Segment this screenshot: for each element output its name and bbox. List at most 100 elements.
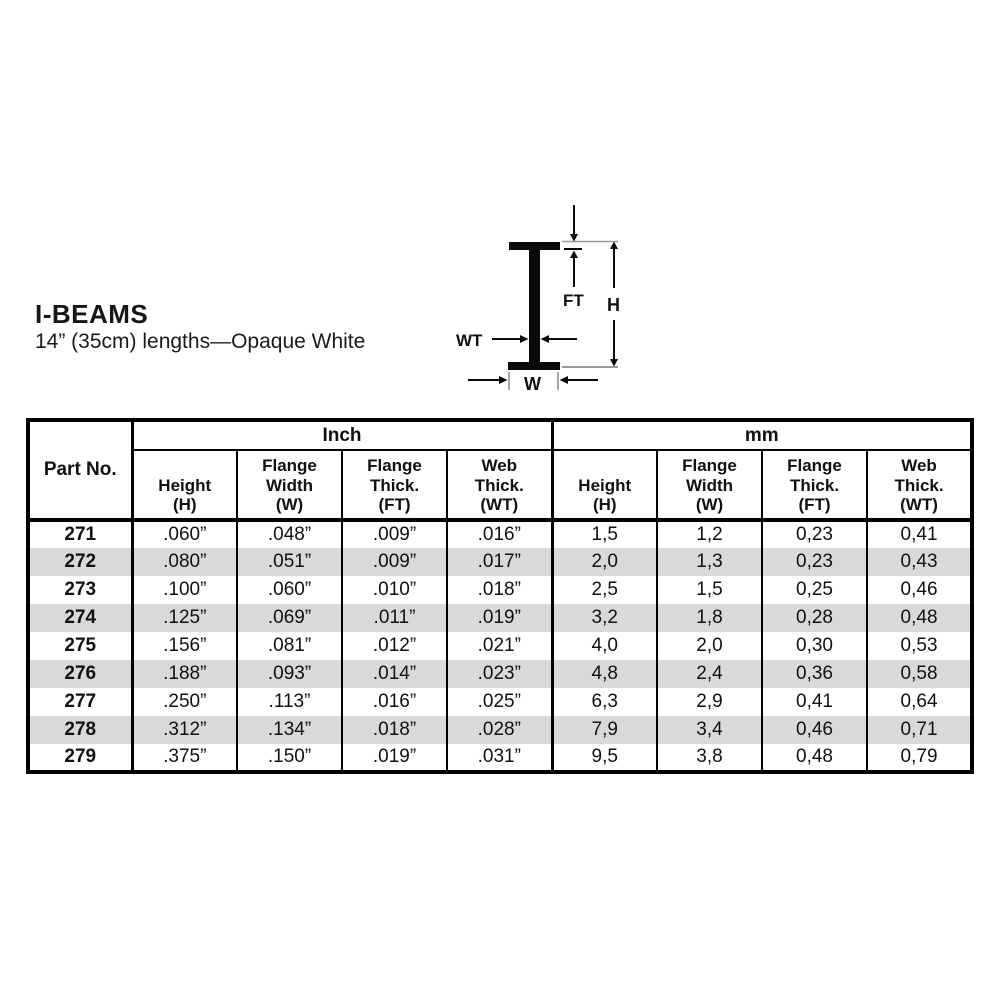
table-row: 274 .125” .069” .011” .019” 3,2 1,8 0,28 0,48 xyxy=(28,604,973,632)
inch-web-thick-header: Web Thick. (WT) xyxy=(446,450,552,520)
inch-value-cell: .375” xyxy=(130,744,237,772)
ft-label: FT xyxy=(563,291,584,310)
inch-value-cell: .125” xyxy=(130,604,237,632)
table-row: 271 .060” .048” .009” .016” 1,5 1,2 0,23 0,41 xyxy=(28,520,973,548)
inch-value-cell: .021” xyxy=(446,632,552,660)
inch-value-cell: .250” xyxy=(130,688,237,716)
mm-web-thick-header: Web Thick. (WT) xyxy=(865,450,973,520)
w-label: W xyxy=(524,374,541,394)
mm-value-cell: 0,46 xyxy=(761,716,867,744)
mm-value-cell: 1,3 xyxy=(656,548,762,576)
mm-value-cell: 9,5 xyxy=(550,744,657,772)
inch-value-cell: .012” xyxy=(341,632,447,660)
h-arrow-down-head xyxy=(610,359,618,367)
mm-value-cell: 0,41 xyxy=(865,520,973,548)
bottom-flange xyxy=(508,362,560,370)
inch-value-cell: .023” xyxy=(446,660,552,688)
mm-value-cell: 0,48 xyxy=(865,604,973,632)
mm-flange-width-header: Flange Width (W) xyxy=(656,450,762,520)
inch-group-header: Inch xyxy=(130,420,552,451)
inch-value-cell: .156” xyxy=(130,632,237,660)
w-arrow-right-head xyxy=(499,376,508,384)
mm-value-cell: 0,28 xyxy=(761,604,867,632)
mm-group-header: mm xyxy=(550,420,973,451)
inch-value-cell: .051” xyxy=(236,548,342,576)
mm-value-cell: 3,4 xyxy=(656,716,762,744)
mm-value-cell: 4,8 xyxy=(550,660,657,688)
inch-value-cell: .016” xyxy=(446,520,552,548)
inch-value-cell: .025” xyxy=(446,688,552,716)
inch-value-cell: .010” xyxy=(341,576,447,604)
mm-value-cell: 0,58 xyxy=(865,660,973,688)
mm-value-cell: 0,48 xyxy=(761,744,867,772)
inch-value-cell: .019” xyxy=(341,744,447,772)
ibeam-spec-table: Part No. Inch mm Height (H) Flange Width… xyxy=(26,418,975,774)
ft-arrow-down-head xyxy=(570,234,578,242)
h-label: H xyxy=(607,295,620,315)
h-dimension xyxy=(610,241,618,367)
part-no-cell: 274 xyxy=(64,607,97,628)
inch-value-cell: .009” xyxy=(341,520,447,548)
mm-value-cell: 6,3 xyxy=(550,688,657,716)
inch-flange-thick-header: Flange Thick. (FT) xyxy=(341,450,447,520)
inch-value-cell: .150” xyxy=(236,744,342,772)
inch-value-cell: .080” xyxy=(130,548,237,576)
part-no-cell: 273 xyxy=(64,579,97,600)
part-no-cell: 275 xyxy=(64,635,97,656)
mm-value-cell: 0,23 xyxy=(761,520,867,548)
mm-value-cell: 2,0 xyxy=(656,632,762,660)
inch-value-cell: .069” xyxy=(236,604,342,632)
mm-value-cell: 0,53 xyxy=(865,632,973,660)
inch-value-cell: .060” xyxy=(130,520,237,548)
wt-label: WT xyxy=(456,331,483,350)
page-subtitle: 14” (35cm) lengths—Opaque White xyxy=(35,330,366,353)
ibeam-diagram-svg: FT H WT W xyxy=(456,205,620,394)
inch-height-header: Height (H) xyxy=(130,450,237,520)
ibeam-cross-section-diagram: FT H WT W xyxy=(440,190,640,405)
table-body: 271.060” .048” .009” .016” 1,5 1,2 0,23 0,41 272… xyxy=(28,520,973,772)
mm-value-cell: 0,43 xyxy=(865,548,973,576)
web xyxy=(529,248,540,364)
mm-value-cell: 1,5 xyxy=(656,576,762,604)
ft-dimension xyxy=(570,205,578,287)
inch-value-cell: .081” xyxy=(236,632,342,660)
mm-value-cell: 0,30 xyxy=(761,632,867,660)
inch-value-cell: .018” xyxy=(446,576,552,604)
mm-value-cell: 2,4 xyxy=(656,660,762,688)
mm-flange-thick-header: Flange Thick. (FT) xyxy=(761,450,867,520)
inch-value-cell: .031” xyxy=(446,744,552,772)
mm-value-cell: 1,5 xyxy=(550,520,657,548)
inch-value-cell: .048” xyxy=(236,520,342,548)
w-dimension xyxy=(468,376,598,384)
wt-arrow-right-head xyxy=(520,335,529,343)
part-no-cell: 277 xyxy=(64,691,97,712)
page-title: I-BEAMS xyxy=(35,299,149,329)
part-no-cell: 276 xyxy=(64,663,97,684)
inch-value-cell: .019” xyxy=(446,604,552,632)
mm-value-cell: 0,25 xyxy=(761,576,867,604)
ibeam-shape xyxy=(508,242,560,370)
mm-value-cell: 1,8 xyxy=(656,604,762,632)
table-row: 279 .375” .150” .019” .031” 9,5 3,8 0,48 0,79 xyxy=(28,744,973,772)
table-row: 275 .156” .081” .012” .021” 4,0 2,0 0,30 0,53 xyxy=(28,632,973,660)
mm-value-cell: 7,9 xyxy=(550,716,657,744)
mm-value-cell: 0,41 xyxy=(761,688,867,716)
w-arrow-left-head xyxy=(559,376,568,384)
part-no-cell: 279 xyxy=(64,746,97,767)
table-header: Part No. Inch mm Height (H) Flange Width… xyxy=(26,420,973,521)
table-row: 272 .080” .051” .009” .017” 2,0 1,3 0,23 0,43 xyxy=(28,548,973,576)
mm-value-cell: 0,71 xyxy=(865,716,973,744)
sub-header-row: Height (H) Flange Width (W) Flange Thick… xyxy=(28,450,973,520)
inch-value-cell: .011” xyxy=(341,604,447,632)
mm-value-cell: 0,64 xyxy=(865,688,973,716)
inch-value-cell: .009” xyxy=(341,548,447,576)
unit-header-row: Part No. Inch mm xyxy=(26,420,973,521)
mm-value-cell: 0,36 xyxy=(761,660,867,688)
mm-value-cell: 0,23 xyxy=(761,548,867,576)
mm-value-cell: 4,0 xyxy=(550,632,657,660)
h-arrow-up-head xyxy=(610,241,618,249)
part-no-header: Part No. xyxy=(26,420,132,521)
inch-value-cell: .100” xyxy=(130,576,237,604)
mm-value-cell: 0,79 xyxy=(865,744,973,772)
